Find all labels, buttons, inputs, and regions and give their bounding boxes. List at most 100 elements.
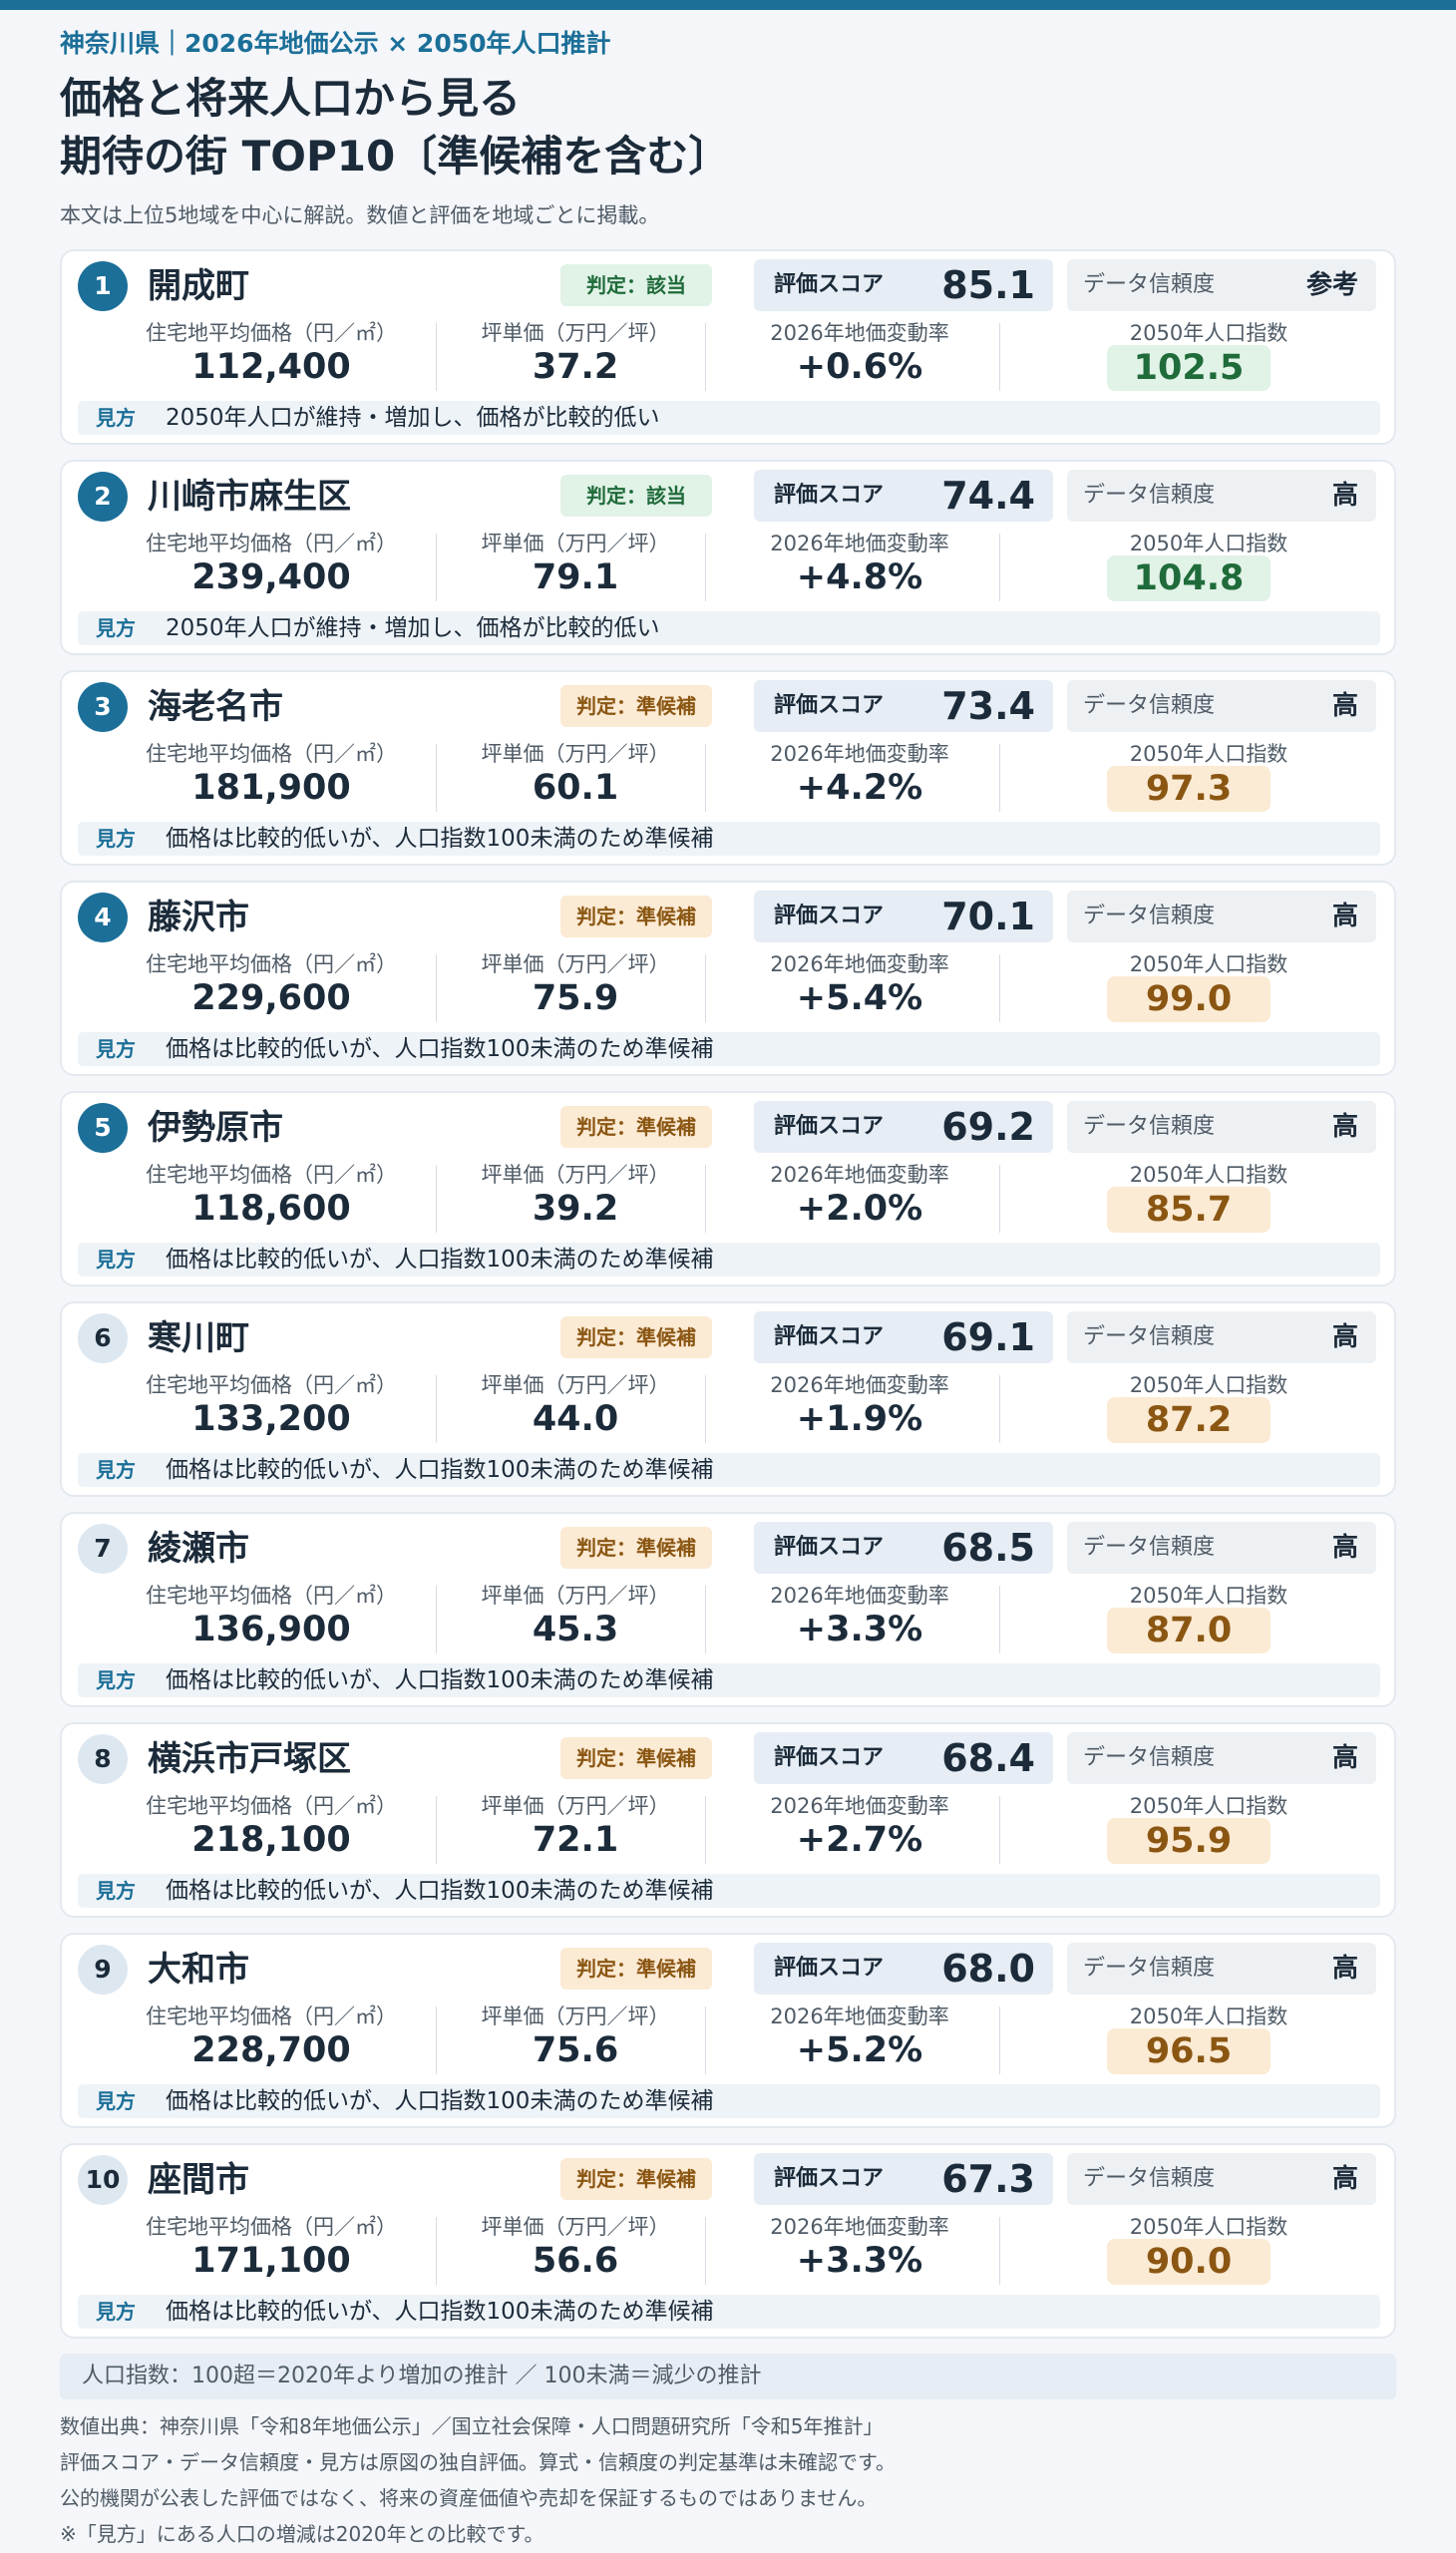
tsubo-label: 坪単価（万円／坪） [481, 532, 670, 555]
footnote-population: ※「見方」にある人口の増減は2020年との比較です。 [60, 2522, 545, 2546]
view-text: 2050年人口が維持・増加し、価格が比較的低い [166, 615, 660, 641]
trust-label: データ信頼度 [1083, 1324, 1216, 1349]
price-label: 住宅地平均価格（円／㎡） [146, 2215, 397, 2239]
ranking-card: 4 藤沢市 判定：準候補 評価スコア 70.1 データ信頼度 高 住宅地平均価格… [60, 881, 1396, 1076]
trust-label: データ信頼度 [1083, 1535, 1216, 1560]
change-label: 2026年地価変動率 [770, 2215, 949, 2239]
population-label: 2050年人口指数 [1129, 1163, 1288, 1187]
change-label: 2026年地価変動率 [770, 1584, 949, 1608]
divider [999, 2006, 1000, 2074]
price-value: 171,100 [191, 2241, 351, 2281]
divider [436, 954, 437, 1022]
judgement-badge: 判定：準候補 [560, 2158, 712, 2200]
score-value: 67.3 [941, 2157, 1035, 2201]
score-label: 評価スコア [774, 1114, 885, 1139]
tsubo-value: 45.3 [532, 1610, 619, 1649]
population-index-value: 95.9 [1107, 1818, 1271, 1864]
divider [436, 1796, 437, 1864]
tsubo-value: 79.1 [532, 557, 619, 597]
population-label: 2050年人口指数 [1129, 1584, 1288, 1608]
divider [436, 1165, 437, 1233]
score-box: 評価スコア 68.0 [754, 1943, 1053, 1995]
change-value: +4.8% [796, 557, 923, 597]
trust-value: 高 [1331, 1533, 1358, 1563]
rank-badge: 7 [78, 1524, 128, 1574]
trust-label: データ信頼度 [1083, 272, 1216, 297]
view-text: 価格は比較的低いが、人口指数100未満のため準候補 [166, 2088, 714, 2114]
divider [705, 1165, 706, 1233]
divider [999, 954, 1000, 1022]
change-label: 2026年地価変動率 [770, 952, 949, 976]
divider [999, 1375, 1000, 1443]
price-label: 住宅地平均価格（円／㎡） [146, 1794, 397, 1818]
price-label: 住宅地平均価格（円／㎡） [146, 1163, 397, 1187]
score-label: 評価スコア [774, 483, 885, 508]
judgement-badge: 判定：準候補 [560, 1316, 712, 1358]
view-tag: 見方 [96, 2300, 136, 2324]
change-value: +0.6% [796, 347, 923, 387]
view-text: 価格は比較的低いが、人口指数100未満のため準候補 [166, 1878, 714, 1904]
tsubo-value: 72.1 [532, 1820, 619, 1860]
trust-value: 高 [1331, 1322, 1358, 1352]
population-label: 2050年人口指数 [1129, 2005, 1288, 2028]
score-box: 評価スコア 69.2 [754, 1101, 1053, 1153]
area-name: 大和市 [148, 1950, 249, 1990]
area-name: 寒川町 [148, 1318, 249, 1358]
score-label: 評価スコア [774, 1324, 885, 1349]
view-tag: 見方 [96, 2089, 136, 2113]
score-value: 70.1 [941, 895, 1035, 938]
rank-badge: 10 [78, 2155, 128, 2205]
area-name: 横浜市戸塚区 [148, 1739, 351, 1779]
area-name: 綾瀬市 [148, 1529, 249, 1569]
score-label: 評価スコア [774, 1956, 885, 1981]
change-label: 2026年地価変動率 [770, 1163, 949, 1187]
tsubo-label: 坪単価（万円／坪） [481, 2005, 670, 2028]
change-value: +3.3% [796, 1610, 923, 1649]
score-box: 評価スコア 68.4 [754, 1732, 1053, 1784]
trust-box: データ信頼度 高 [1067, 1732, 1376, 1784]
ranking-card: 6 寒川町 判定：準候補 評価スコア 69.1 データ信頼度 高 住宅地平均価格… [60, 1301, 1396, 1497]
ranking-card: 1 開成町 判定：該当 評価スコア 85.1 データ信頼度 参考 住宅地平均価格… [60, 249, 1396, 445]
trust-value: 高 [1331, 1112, 1358, 1142]
view-text: 価格は比較的低いが、人口指数100未満のため準候補 [166, 1247, 714, 1273]
population-label: 2050年人口指数 [1129, 742, 1288, 766]
price-value: 239,400 [191, 557, 351, 597]
score-value: 68.0 [941, 1947, 1035, 1991]
score-label: 評価スコア [774, 693, 885, 718]
trust-value: 高 [1331, 691, 1358, 721]
tsubo-label: 坪単価（万円／坪） [481, 2215, 670, 2239]
change-value: +4.2% [796, 768, 923, 808]
view-row: 見方 2050年人口が維持・増加し、価格が比較的低い [78, 611, 1380, 645]
change-value: +2.0% [796, 1189, 923, 1229]
rank-badge: 1 [78, 261, 128, 311]
divider [999, 323, 1000, 391]
score-label: 評価スコア [774, 904, 885, 928]
divider [999, 2217, 1000, 2285]
divider [705, 954, 706, 1022]
rank-badge: 5 [78, 1103, 128, 1153]
price-value: 112,400 [191, 347, 351, 387]
tsubo-value: 75.6 [532, 2030, 619, 2070]
trust-label: データ信頼度 [1083, 2166, 1216, 2191]
tsubo-label: 坪単価（万円／坪） [481, 321, 670, 345]
view-text: 価格は比較的低いが、人口指数100未満のため準候補 [166, 1457, 714, 1483]
lede-text: 本文は上位5地域を中心に解説。数値と評価を地域ごとに掲載。 [60, 203, 660, 227]
divider [999, 1586, 1000, 1653]
ranking-card: 8 横浜市戸塚区 判定：準候補 評価スコア 68.4 データ信頼度 高 住宅地平… [60, 1722, 1396, 1918]
score-value: 68.4 [941, 1736, 1035, 1780]
trust-value: 高 [1331, 481, 1358, 511]
trust-value: 参考 [1305, 270, 1358, 300]
population-index-value: 102.5 [1107, 345, 1271, 391]
change-value: +1.9% [796, 1399, 923, 1439]
view-tag: 見方 [96, 616, 136, 640]
change-value: +5.4% [796, 978, 923, 1018]
judgement-badge: 判定：準候補 [560, 1737, 712, 1779]
score-label: 評価スコア [774, 2166, 885, 2191]
score-label: 評価スコア [774, 1535, 885, 1560]
view-row: 見方 価格は比較的低いが、人口指数100未満のため準候補 [78, 2295, 1380, 2329]
trust-box: データ信頼度 高 [1067, 1522, 1376, 1574]
score-value: 68.5 [941, 1526, 1035, 1570]
tsubo-value: 56.6 [532, 2241, 619, 2281]
score-box: 評価スコア 85.1 [754, 259, 1053, 311]
view-tag: 見方 [96, 1879, 136, 1903]
